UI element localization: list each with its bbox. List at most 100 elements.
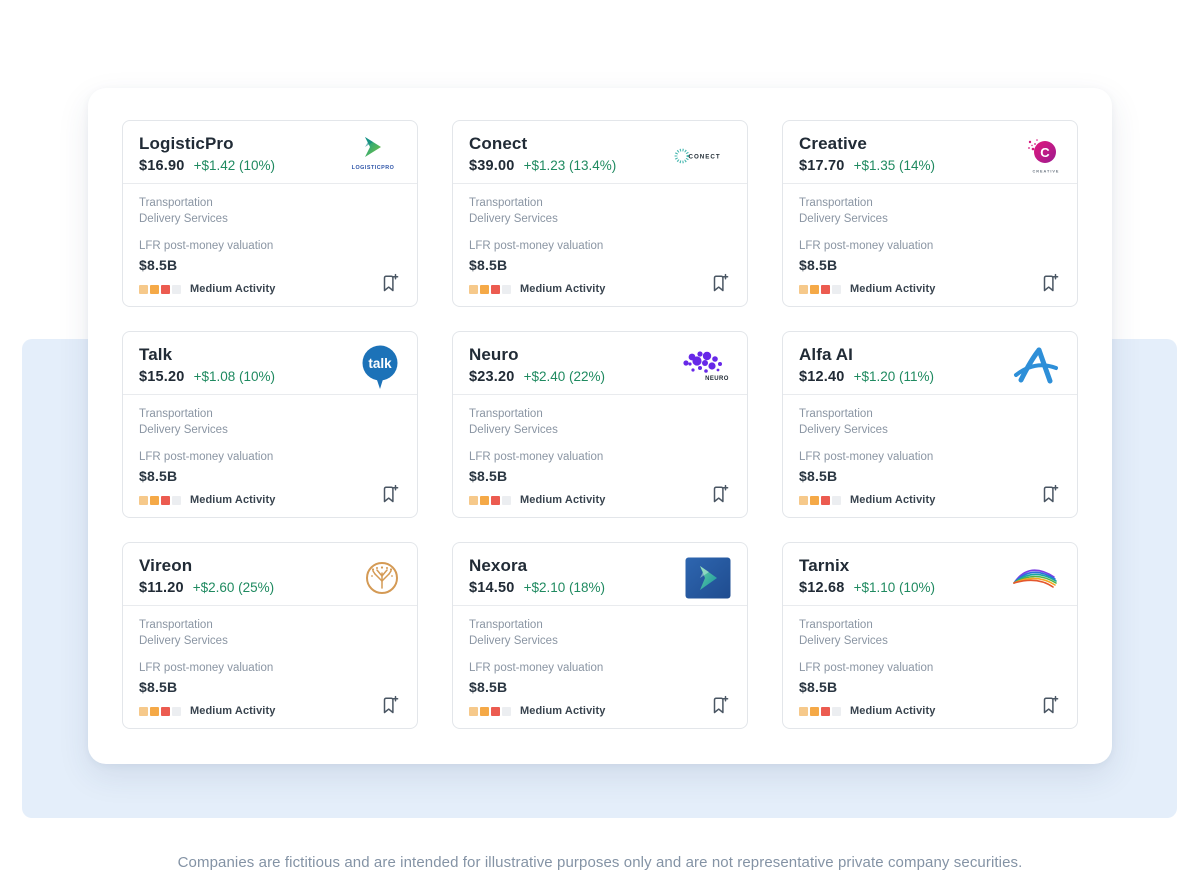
activity-label: Medium Activity — [520, 705, 606, 717]
svg-text:NEURO: NEURO — [705, 376, 729, 382]
sector-line-1: Transportation — [139, 408, 213, 420]
company-name: Talk — [139, 345, 173, 364]
company-card[interactable]: Conect $39.00 +$1.23 (13.4%) CONECT Tran… — [452, 120, 748, 307]
card-header-text: Vireon $11.20 +$2.60 (25%) — [139, 556, 274, 596]
activity-square — [480, 495, 489, 505]
sector-line-2: Delivery Services — [139, 424, 228, 436]
bookmark-plus-icon — [380, 695, 400, 718]
activity-square — [150, 284, 159, 294]
price-change: +$1.20 (11%) — [853, 369, 934, 384]
bookmark-add-button[interactable] — [1039, 273, 1061, 295]
activity-square — [172, 706, 181, 716]
share-price: $14.50 — [469, 580, 515, 596]
bookmark-add-button[interactable] — [379, 695, 401, 717]
activity-indicator: Medium Activity — [139, 494, 275, 506]
activity-square — [810, 284, 819, 294]
bookmark-add-button[interactable] — [1039, 484, 1061, 506]
activity-level-squares — [799, 706, 843, 716]
company-card[interactable]: LogisticPro $16.90 +$1.42 (10%) LOGISTIC… — [122, 120, 418, 307]
activity-indicator: Medium Activity — [469, 283, 605, 295]
share-price: $11.20 — [139, 580, 184, 596]
bookmark-add-button[interactable] — [709, 484, 731, 506]
activity-indicator: Medium Activity — [139, 705, 275, 717]
card-body: Transportation Delivery Services LFR pos… — [783, 184, 1077, 306]
price-row: $11.20 +$2.60 (25%) — [139, 580, 274, 596]
activity-square — [161, 706, 170, 716]
share-price: $23.20 — [469, 369, 515, 385]
activity-square — [832, 284, 841, 294]
sector-line-2: Delivery Services — [469, 635, 558, 647]
card-header: Vireon $11.20 +$2.60 (25%) — [123, 543, 417, 606]
price-change: +$1.10 (10%) — [853, 580, 935, 595]
activity-square — [821, 495, 830, 505]
valuation-value: $8.5B — [799, 679, 838, 695]
activity-level-squares — [799, 284, 843, 294]
price-row: $39.00 +$1.23 (13.4%) — [469, 158, 616, 174]
activity-square — [469, 284, 478, 294]
company-name: Neuro — [469, 345, 519, 364]
nexora-logo — [669, 556, 731, 600]
activity-square — [139, 284, 148, 294]
price-change: +$1.42 (10%) — [193, 158, 275, 173]
company-card[interactable]: Alfa AI $12.40 +$1.20 (11%) Transportati… — [782, 331, 1078, 518]
disclaimer-text: Companies are fictitious and are intende… — [177, 854, 1023, 871]
company-name: Nexora — [469, 556, 528, 575]
company-card[interactable]: Creative $17.70 +$1.35 (14%) C CREATIVE T… — [782, 120, 1078, 307]
card-body: Transportation Delivery Services LFR pos… — [123, 184, 417, 306]
activity-label: Medium Activity — [520, 283, 606, 295]
bookmark-add-button[interactable] — [709, 695, 731, 717]
price-row: $16.90 +$1.42 (10%) — [139, 158, 275, 174]
card-footer: Medium Activity — [469, 273, 731, 295]
card-footer: Medium Activity — [799, 273, 1061, 295]
company-card[interactable]: Neuro $23.20 +$2.40 (22%) NEURO Transpor… — [452, 331, 748, 518]
sector-line-1: Transportation — [799, 408, 873, 420]
card-footer: Medium Activity — [799, 695, 1061, 717]
card-header: Neuro $23.20 +$2.40 (22%) NEURO — [453, 332, 747, 395]
sector-line-1: Transportation — [799, 619, 873, 631]
bookmark-add-button[interactable] — [379, 273, 401, 295]
activity-label: Medium Activity — [190, 494, 276, 506]
activity-square — [810, 706, 819, 716]
valuation-value: $8.5B — [799, 257, 838, 273]
company-card[interactable]: Tarnix $12.68 +$1.10 (10%) Transportatio… — [782, 542, 1078, 729]
share-price: $16.90 — [139, 158, 185, 174]
activity-indicator: Medium Activity — [469, 494, 605, 506]
svg-text:CONECT: CONECT — [689, 154, 721, 161]
sector-line-1: Transportation — [139, 619, 213, 631]
price-row: $14.50 +$2.10 (18%) — [469, 580, 605, 596]
card-body: Transportation Delivery Services LFR pos… — [783, 395, 1077, 517]
sector-line-2: Delivery Services — [799, 424, 888, 436]
activity-square — [502, 706, 511, 716]
activity-indicator: Medium Activity — [799, 283, 935, 295]
bookmark-add-button[interactable] — [379, 484, 401, 506]
sector-line-2: Delivery Services — [139, 213, 228, 225]
activity-label: Medium Activity — [520, 494, 606, 506]
card-footer: Medium Activity — [799, 484, 1061, 506]
svg-text:CREATIVE: CREATIVE — [1033, 170, 1060, 174]
activity-square — [139, 706, 148, 716]
sector-line-2: Delivery Services — [469, 213, 558, 225]
card-header-text: Talk $15.20 +$1.08 (10%) — [139, 345, 275, 385]
valuation-label: LFR post-money valuation — [139, 451, 274, 463]
card-header-text: Neuro $23.20 +$2.40 (22%) — [469, 345, 605, 385]
card-header-text: Conect $39.00 +$1.23 (13.4%) — [469, 134, 616, 174]
bookmark-plus-icon — [1040, 695, 1060, 718]
company-card[interactable]: Talk $15.20 +$1.08 (10%) talk Transporta… — [122, 331, 418, 518]
price-change: +$2.10 (18%) — [523, 580, 605, 595]
card-header: Conect $39.00 +$1.23 (13.4%) CONECT — [453, 121, 747, 184]
bookmark-add-button[interactable] — [709, 273, 731, 295]
company-card[interactable]: Vireon $11.20 +$2.60 (25%) Transportatio… — [122, 542, 418, 729]
card-header: Creative $17.70 +$1.35 (14%) C CREATIVE — [783, 121, 1077, 184]
creative-logo: C CREATIVE — [999, 134, 1061, 178]
bookmark-add-button[interactable] — [1039, 695, 1061, 717]
price-change: +$1.23 (13.4%) — [523, 158, 617, 173]
price-row: $17.70 +$1.35 (14%) — [799, 158, 935, 174]
activity-square — [480, 284, 489, 294]
activity-label: Medium Activity — [190, 705, 276, 717]
card-body: Transportation Delivery Services LFR pos… — [453, 184, 747, 306]
bookmark-plus-icon — [1040, 273, 1060, 296]
company-card[interactable]: Nexora $14.50 +$2.10 (18%) Transportatio… — [452, 542, 748, 729]
bookmark-plus-icon — [710, 273, 730, 296]
price-change: +$1.08 (10%) — [193, 369, 275, 384]
bookmark-plus-icon — [380, 273, 400, 296]
